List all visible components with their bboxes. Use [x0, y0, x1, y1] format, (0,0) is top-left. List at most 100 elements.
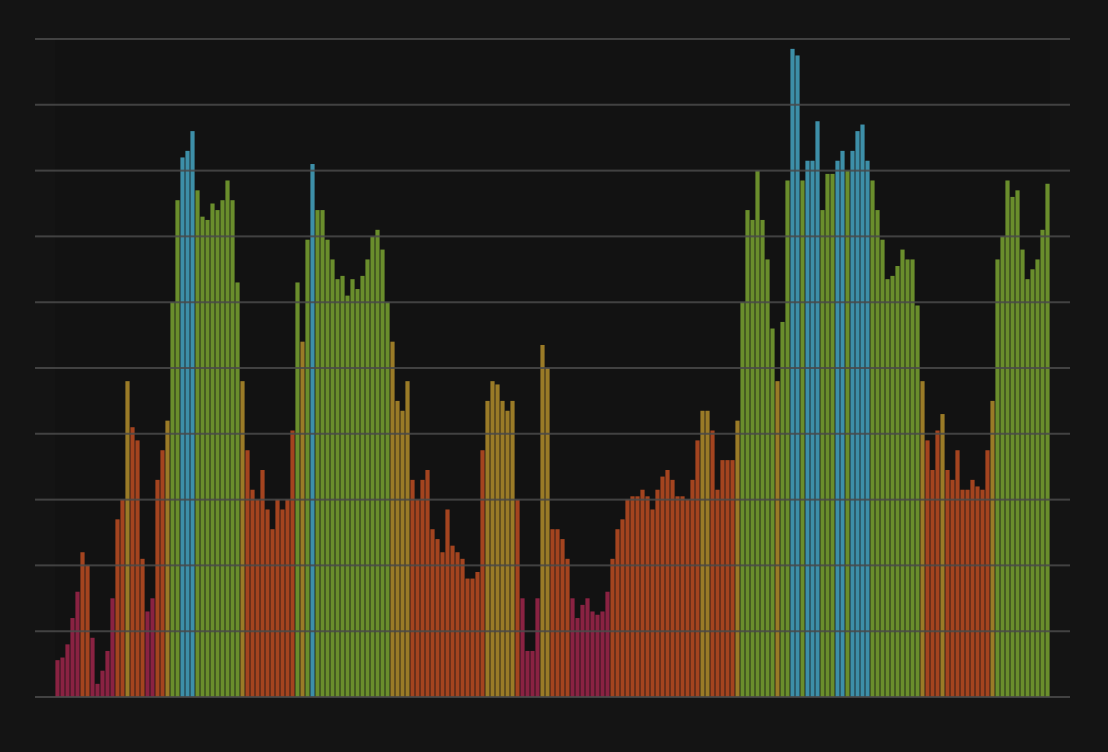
- bar: [430, 529, 435, 697]
- bar: [320, 210, 325, 697]
- bar: [1015, 190, 1020, 697]
- bar: [440, 552, 445, 697]
- bar: [775, 381, 780, 697]
- bar: [145, 611, 150, 697]
- bar: [830, 173, 835, 697]
- bar: [875, 210, 880, 697]
- bar: [555, 529, 560, 697]
- bar: [670, 479, 675, 697]
- bar: [115, 519, 120, 697]
- bar: [640, 489, 645, 697]
- bar: [380, 249, 385, 697]
- bar: [290, 430, 295, 697]
- bar: [120, 499, 125, 697]
- bar: [625, 499, 630, 697]
- bar: [725, 460, 730, 697]
- bar: [635, 496, 640, 697]
- bar: [790, 48, 795, 698]
- bar: [505, 410, 510, 697]
- bar: [865, 160, 870, 698]
- bar: [655, 489, 660, 697]
- bar: [305, 239, 310, 697]
- bar: [310, 164, 315, 697]
- bar: [895, 266, 900, 697]
- bar: [930, 469, 935, 697]
- bar: [245, 450, 250, 697]
- bar: [700, 410, 705, 697]
- bar: [395, 400, 400, 697]
- bar: [175, 200, 180, 697]
- bar: [575, 618, 580, 697]
- bar: [360, 275, 365, 697]
- bar: [925, 440, 930, 697]
- bar: [1005, 180, 1010, 698]
- bar: [750, 219, 755, 697]
- bar: [920, 381, 925, 697]
- bar: [825, 173, 830, 697]
- bar: [465, 578, 470, 697]
- bar: [535, 598, 540, 697]
- bar: [615, 529, 620, 697]
- bar: [160, 450, 165, 697]
- bar: [985, 450, 990, 697]
- bar: [605, 591, 610, 697]
- bar: [650, 509, 655, 697]
- bar: [610, 558, 615, 697]
- bar: [280, 509, 285, 697]
- bar: [520, 598, 525, 697]
- bar: [185, 150, 190, 698]
- bar: [840, 150, 845, 698]
- bar: [345, 295, 350, 697]
- bar: [180, 157, 185, 697]
- bar: [165, 420, 170, 697]
- bar: [1045, 183, 1050, 697]
- bar: [1000, 236, 1005, 697]
- bar: [195, 190, 200, 697]
- bar: [715, 489, 720, 697]
- bar: [955, 450, 960, 697]
- bar: [690, 479, 695, 697]
- bar: [870, 180, 875, 698]
- bar: [600, 611, 605, 697]
- bar: [765, 259, 770, 697]
- bar: [835, 160, 840, 698]
- bar: [1040, 229, 1045, 697]
- bar: [75, 591, 80, 697]
- bar: [500, 400, 505, 697]
- bar: [210, 203, 215, 697]
- bar: [110, 598, 115, 697]
- bar: [1010, 196, 1015, 698]
- bar: [720, 460, 725, 697]
- bar: [540, 344, 545, 697]
- bar: [355, 289, 360, 697]
- bar: [130, 427, 135, 697]
- bar: [935, 430, 940, 697]
- bar: [770, 328, 775, 697]
- bar: [565, 558, 570, 697]
- bar: [850, 150, 855, 698]
- bar: [455, 552, 460, 697]
- bar: [515, 499, 520, 697]
- bar: [945, 469, 950, 697]
- bar: [730, 460, 735, 697]
- bar: [200, 216, 205, 697]
- bar: [460, 558, 465, 697]
- bar: [275, 499, 280, 697]
- bar: [420, 479, 425, 697]
- bar: [735, 420, 740, 697]
- bar: [695, 440, 700, 697]
- bar: [55, 660, 60, 697]
- bar: [470, 578, 475, 697]
- bar: [255, 499, 260, 697]
- bar: [745, 210, 750, 697]
- bar: [940, 414, 945, 697]
- bar: [900, 249, 905, 697]
- bar: [135, 440, 140, 697]
- bar: [885, 279, 890, 697]
- bar: [60, 657, 65, 697]
- bar: [330, 259, 335, 697]
- bar: [105, 650, 110, 697]
- bar: [405, 381, 410, 697]
- bar: [800, 180, 805, 698]
